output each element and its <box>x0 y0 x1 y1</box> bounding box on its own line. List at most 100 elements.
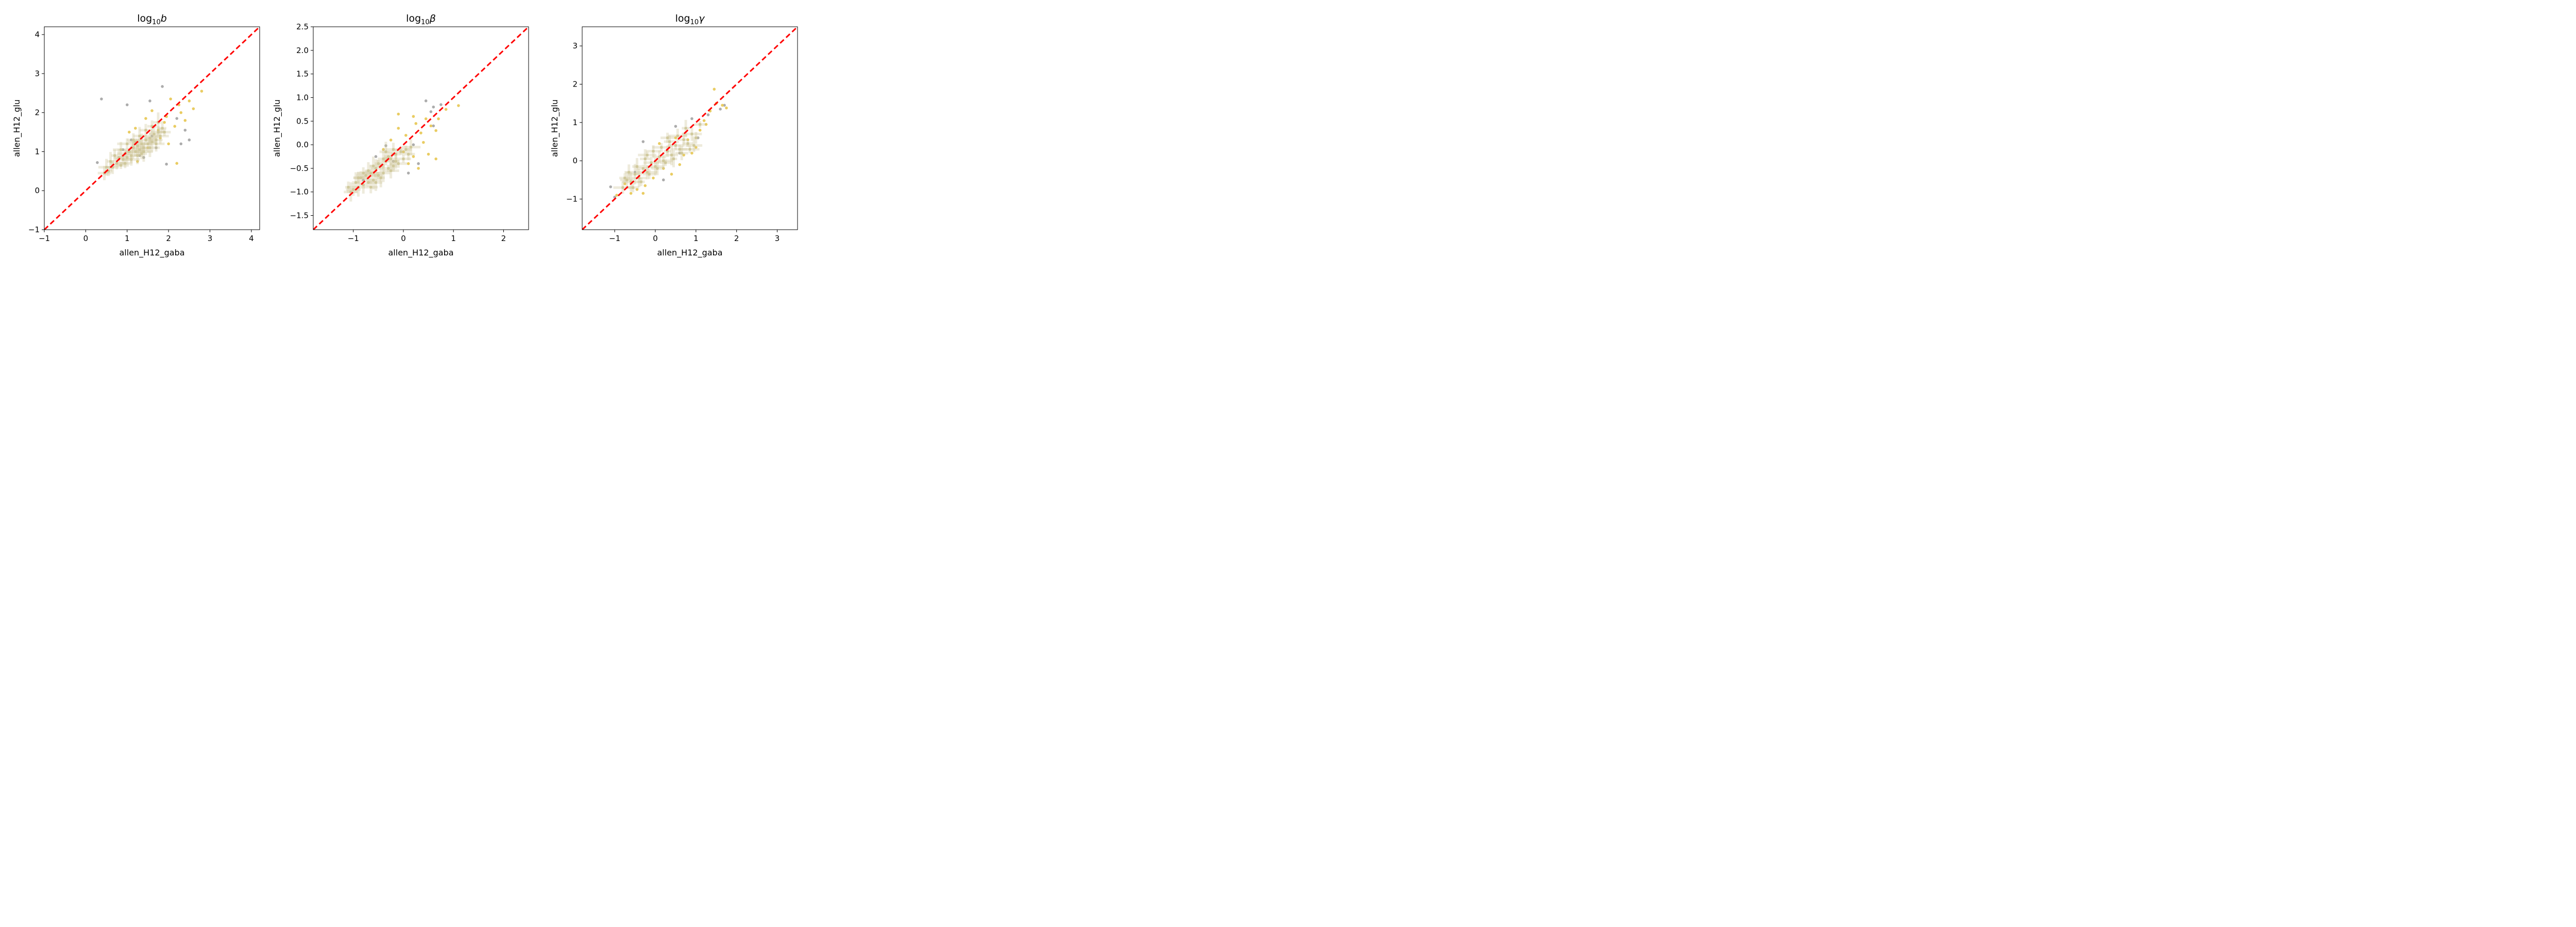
data-point <box>394 160 398 163</box>
data-point <box>387 167 390 170</box>
data-point <box>713 88 716 91</box>
data-point <box>690 151 693 155</box>
data-point <box>109 160 112 163</box>
data-point <box>179 111 183 114</box>
data-point <box>125 142 129 146</box>
data-point <box>175 162 179 165</box>
data-point <box>680 151 684 155</box>
data-point <box>706 113 710 116</box>
data-point <box>134 150 137 153</box>
chart-panel-1: −1 0 1 2 3 4 −1 0 1 2 3 4 allen_H12_gaba allen_H12_gl… <box>12 13 260 258</box>
data-point <box>694 136 698 140</box>
data-point <box>432 105 435 109</box>
data-point <box>173 125 177 128</box>
data-point <box>100 97 103 100</box>
data-point <box>183 128 187 132</box>
data-point <box>686 142 689 145</box>
y-tick-label: 2 <box>572 80 578 89</box>
data-point <box>130 158 133 161</box>
data-point <box>119 164 123 167</box>
y-tick-label: 1 <box>572 118 578 127</box>
data-point <box>623 182 626 185</box>
data-point <box>429 124 433 128</box>
data-point <box>662 159 665 162</box>
data-point <box>125 103 129 107</box>
data-point <box>134 127 137 130</box>
data-point <box>379 176 383 180</box>
data-point <box>652 149 655 153</box>
data-point <box>422 141 425 144</box>
data-point <box>188 138 191 142</box>
data-point <box>144 128 147 132</box>
data-point <box>641 167 645 170</box>
data-point <box>621 186 624 190</box>
data-point <box>658 155 661 159</box>
data-point <box>144 138 147 142</box>
data-point <box>138 134 141 138</box>
data-point <box>686 138 689 142</box>
data-point <box>155 142 158 146</box>
figure: −1 0 1 2 3 4 −1 0 1 2 3 4 allen_H12_gaba allen_H12_gl… <box>12 13 798 258</box>
data-point <box>633 173 637 176</box>
axes-frame <box>313 26 529 230</box>
identity-line <box>582 27 798 230</box>
data-point <box>639 180 643 183</box>
data-point <box>146 142 149 146</box>
data-point <box>175 117 179 120</box>
data-point <box>200 90 204 93</box>
y-tick-label: −1.5 <box>290 211 309 220</box>
data-point <box>96 161 99 164</box>
data-point <box>161 127 164 130</box>
data-point <box>641 140 645 143</box>
data-point <box>161 85 164 88</box>
data-point <box>406 171 410 175</box>
data-point <box>404 148 408 151</box>
panel-title: log10γ <box>675 13 706 26</box>
data-point <box>354 181 358 184</box>
data-point <box>643 157 647 161</box>
data-point <box>150 140 154 144</box>
data-point <box>392 160 395 163</box>
data-point <box>165 162 168 166</box>
y-tick-label: 0 <box>35 186 40 195</box>
data-point <box>406 162 410 165</box>
plot-area <box>313 27 529 230</box>
data-point <box>662 178 665 182</box>
data-point <box>437 117 440 121</box>
data-point <box>674 144 677 147</box>
title-subscript: 10 <box>690 19 699 26</box>
data-point <box>389 157 393 161</box>
data-point <box>384 150 387 153</box>
data-point <box>371 164 375 168</box>
data-point <box>183 119 187 122</box>
data-point <box>643 184 647 187</box>
data-point <box>382 171 385 175</box>
data-point <box>397 112 400 116</box>
data-point <box>668 140 671 143</box>
data-point <box>659 146 663 149</box>
data-point <box>725 106 728 110</box>
data-point <box>140 142 143 146</box>
data-point <box>136 154 139 157</box>
data-point <box>664 161 667 164</box>
data-point <box>674 125 677 128</box>
data-point <box>105 165 108 169</box>
data-point <box>148 99 151 102</box>
data-point <box>402 150 405 153</box>
panel-title: log10b <box>137 13 167 26</box>
identity-line <box>313 27 529 230</box>
x-tick-label: 2 <box>734 234 739 243</box>
data-point <box>155 138 158 142</box>
y-tick-label: 0.5 <box>296 116 309 126</box>
data-point <box>132 138 135 142</box>
title-base: log <box>675 13 690 24</box>
data-point <box>148 146 151 149</box>
data-point <box>163 121 166 124</box>
data-point <box>127 130 131 134</box>
chart-panel-2: −1 0 1 2 −1.5 −1.0 −0.5 0.0 0.5 1.0 1.5 2.0 2.5 allen… <box>272 13 529 258</box>
data-point <box>121 158 125 161</box>
y-axis-label: allen_H12_glu <box>12 99 22 157</box>
data-point <box>457 104 460 107</box>
data-point <box>369 185 372 189</box>
data-point <box>406 152 410 156</box>
